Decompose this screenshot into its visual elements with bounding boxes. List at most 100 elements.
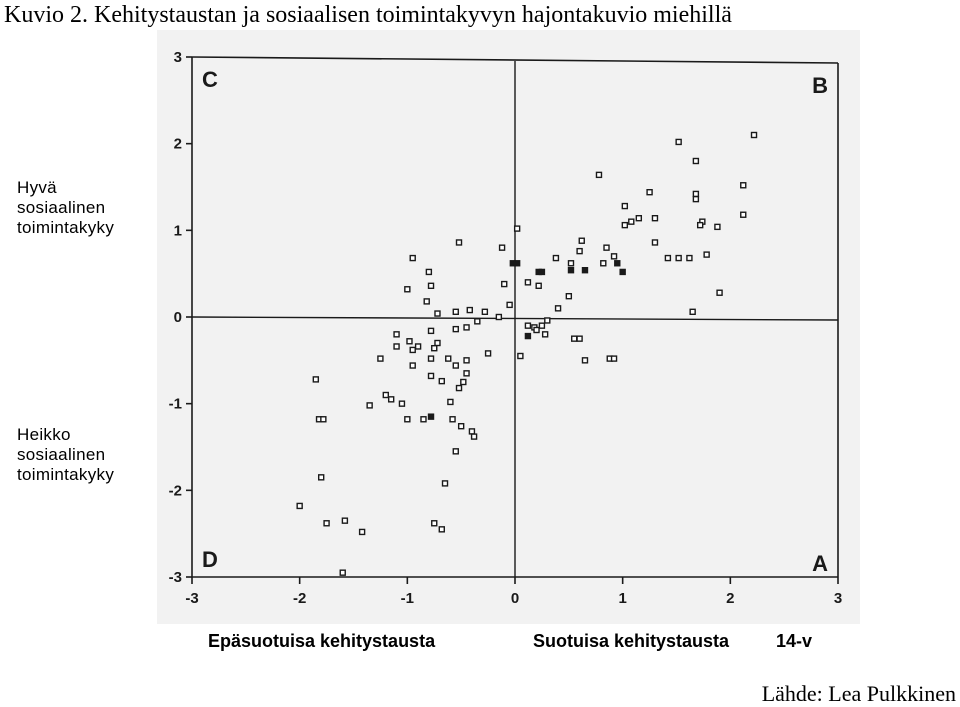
- data-point-open: [484, 350, 492, 357]
- data-point-open: [318, 474, 325, 481]
- data-point-open: [576, 335, 583, 342]
- y-tick-label: 3: [174, 49, 182, 66]
- data-point-open: [628, 218, 635, 225]
- label-poor-line-3: toimintakyky: [17, 465, 115, 484]
- x-tick-label: -2: [293, 590, 306, 607]
- label-unfavorable-background: Epäsuotuisa kehitystausta: [208, 631, 436, 651]
- y-tick-label: -2: [169, 482, 182, 499]
- data-point-open: [452, 362, 459, 369]
- data-point-filled: [581, 267, 589, 274]
- data-point-open: [565, 293, 573, 300]
- data-point-open: [457, 423, 465, 430]
- x-tick-label: -3: [185, 590, 198, 607]
- data-point-open: [358, 528, 366, 536]
- data-point-open: [524, 322, 532, 329]
- label-poor-social-functioning: Heikko sosiaalinen toimintakyky: [17, 425, 157, 485]
- data-point-open: [603, 244, 610, 251]
- data-point-open: [513, 225, 521, 232]
- data-point-open: [651, 214, 659, 222]
- data-point-open: [716, 289, 723, 296]
- data-point-open: [501, 280, 508, 288]
- data-point-open: [703, 251, 710, 258]
- data-point-open: [409, 362, 416, 369]
- quadrant-label-d: D: [202, 547, 218, 572]
- data-point-open: [447, 398, 454, 406]
- source-note: Lähde: Lea Pulkkinen: [761, 681, 956, 706]
- x-tick-label: 1: [618, 590, 626, 607]
- data-point-open: [404, 286, 411, 293]
- data-point-open: [692, 190, 700, 198]
- data-point-open: [427, 372, 435, 380]
- data-point-open: [740, 182, 747, 189]
- data-point-open: [538, 322, 546, 329]
- data-point-open: [463, 324, 470, 331]
- data-point-open: [427, 355, 435, 362]
- frame-top-line: [191, 56, 839, 64]
- data-point-open: [740, 211, 747, 218]
- data-point-open: [495, 313, 503, 321]
- label-good-social-functioning: Hyvä sosiaalinen toimintakyky: [17, 178, 157, 238]
- label-good-line-3: toimintakyky: [17, 218, 115, 237]
- y-tick-label: 0: [174, 309, 182, 326]
- data-point-open: [425, 268, 433, 276]
- y-tick-label: -1: [169, 396, 182, 413]
- data-point-open: [404, 416, 411, 423]
- data-point-open: [595, 171, 603, 179]
- y-tick-label: 1: [174, 222, 182, 239]
- data-point-open: [571, 335, 578, 342]
- label-poor-line-2: sosiaalinen: [17, 445, 106, 464]
- data-point-open: [441, 480, 449, 487]
- data-point-open: [323, 520, 330, 527]
- label-age: 14-v: [776, 631, 813, 651]
- data-point-open: [692, 157, 700, 165]
- data-point-open: [714, 223, 721, 231]
- data-point-open: [434, 310, 441, 317]
- data-point-open: [393, 331, 400, 338]
- data-point-open: [646, 188, 653, 196]
- label-good-line-2: sosiaalinen: [17, 198, 106, 217]
- data-point-open: [438, 377, 445, 385]
- data-point-open: [533, 326, 540, 334]
- x-tick-label: 0: [511, 590, 519, 607]
- data-point-open: [452, 308, 459, 315]
- data-point-open: [610, 253, 618, 260]
- data-point-open: [449, 416, 456, 423]
- data-point-open: [420, 416, 427, 423]
- y-tick-label: -3: [169, 569, 182, 586]
- quadrant-label-c: C: [202, 67, 218, 92]
- data-point-filled: [513, 260, 521, 267]
- data-point-open: [675, 254, 682, 262]
- data-point-open: [431, 520, 438, 527]
- data-point-open: [517, 352, 524, 360]
- horizontal-zero-line: [191, 316, 839, 321]
- data-point-open: [621, 221, 629, 229]
- data-point-open: [692, 195, 700, 203]
- data-point-open: [544, 317, 551, 324]
- data-point-open: [445, 355, 452, 362]
- page-title: Kuvio 2. Kehitystaustan ja sosiaalisen t…: [4, 2, 732, 28]
- data-point-open: [452, 448, 459, 455]
- data-point-open: [409, 346, 416, 354]
- x-tick-label: 3: [834, 590, 842, 607]
- data-point-open: [431, 345, 438, 352]
- data-point-open: [524, 279, 532, 286]
- data-point-open: [696, 221, 704, 229]
- data-point-open: [366, 402, 373, 409]
- y-tick-label: 2: [174, 136, 182, 153]
- data-point-open: [506, 301, 513, 309]
- data-point-filled: [567, 267, 575, 274]
- data-point-open: [463, 370, 470, 377]
- data-point-open: [466, 306, 473, 314]
- data-point-open: [382, 391, 389, 399]
- data-point-open: [438, 526, 445, 533]
- data-point-open: [554, 305, 562, 312]
- data-point-open: [576, 247, 583, 255]
- data-point-open: [468, 428, 476, 435]
- data-point-open: [377, 355, 384, 362]
- data-point-open: [610, 355, 618, 362]
- data-point-open: [552, 254, 560, 262]
- data-point-open: [567, 260, 575, 267]
- quadrant-label-b: B: [812, 73, 828, 98]
- data-point-open: [481, 308, 489, 315]
